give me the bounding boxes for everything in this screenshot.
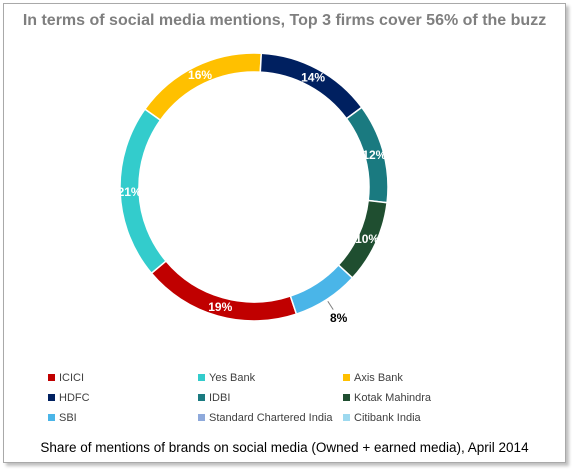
- legend-item-standard-chartered-india: Standard Chartered India: [198, 410, 343, 425]
- slice-sbi: [289, 263, 354, 316]
- legend-swatch: [198, 394, 205, 401]
- data-label-kotak-mahindra: 10%: [355, 232, 379, 246]
- legend-swatch: [343, 414, 350, 421]
- legend-item-axis-bank: Axis Bank: [343, 370, 543, 385]
- legend-swatch: [48, 374, 55, 381]
- donut-chart: 19% 21% 16% 14% 12% 10% 8%: [118, 52, 389, 325]
- data-label-yes-bank: 21%: [118, 185, 142, 199]
- legend-swatch: [343, 394, 350, 401]
- legend-item-kotak-mahindra: Kotak Mahindra: [343, 390, 543, 405]
- slice-hdfc: [259, 52, 363, 120]
- leader-line-sbi: [327, 300, 334, 310]
- legend-label: HDFC: [59, 391, 90, 404]
- legend-label: Yes Bank: [209, 371, 256, 384]
- legend-swatch: [48, 394, 55, 401]
- chart-frame: In terms of social media mentions, Top 3…: [3, 3, 566, 463]
- legend-swatch: [48, 414, 55, 421]
- legend-label: Axis Bank: [354, 371, 403, 384]
- legend-swatch: [198, 414, 205, 421]
- legend-item-yes-bank: Yes Bank: [198, 370, 343, 385]
- legend-label: IDBI: [209, 391, 231, 404]
- chart-title: In terms of social media mentions, Top 3…: [22, 12, 547, 29]
- legend-swatch: [198, 374, 205, 381]
- slice-axis-bank: [143, 52, 263, 122]
- legend-item-citibank-india: Citibank India: [343, 410, 543, 425]
- legend-label: SBI: [59, 411, 77, 424]
- data-label-sbi: 8%: [330, 311, 348, 325]
- data-label-axis-bank: 16%: [188, 68, 212, 82]
- legend-item-idbi: IDBI: [198, 390, 343, 405]
- data-label-hdfc: 14%: [301, 70, 325, 84]
- data-label-idbi: 12%: [362, 148, 386, 162]
- chart-caption: Share of mentions of brands on social me…: [40, 440, 529, 455]
- legend-item-hdfc: HDFC: [48, 390, 198, 405]
- legend-label: ICICI: [59, 371, 85, 384]
- legend-label: Standard Chartered India: [209, 411, 333, 424]
- legend-label: Citibank India: [354, 411, 421, 424]
- legend-swatch: [343, 374, 350, 381]
- legend-label: Kotak Mahindra: [354, 391, 432, 404]
- data-label-icici: 19%: [208, 300, 232, 314]
- legend-item-icici: ICICI: [48, 370, 198, 385]
- legend-item-sbi: SBI: [48, 410, 198, 425]
- chart-legend: ICICI Yes Bank Axis Bank HDFC IDBI Kotak Mahi…: [48, 370, 548, 425]
